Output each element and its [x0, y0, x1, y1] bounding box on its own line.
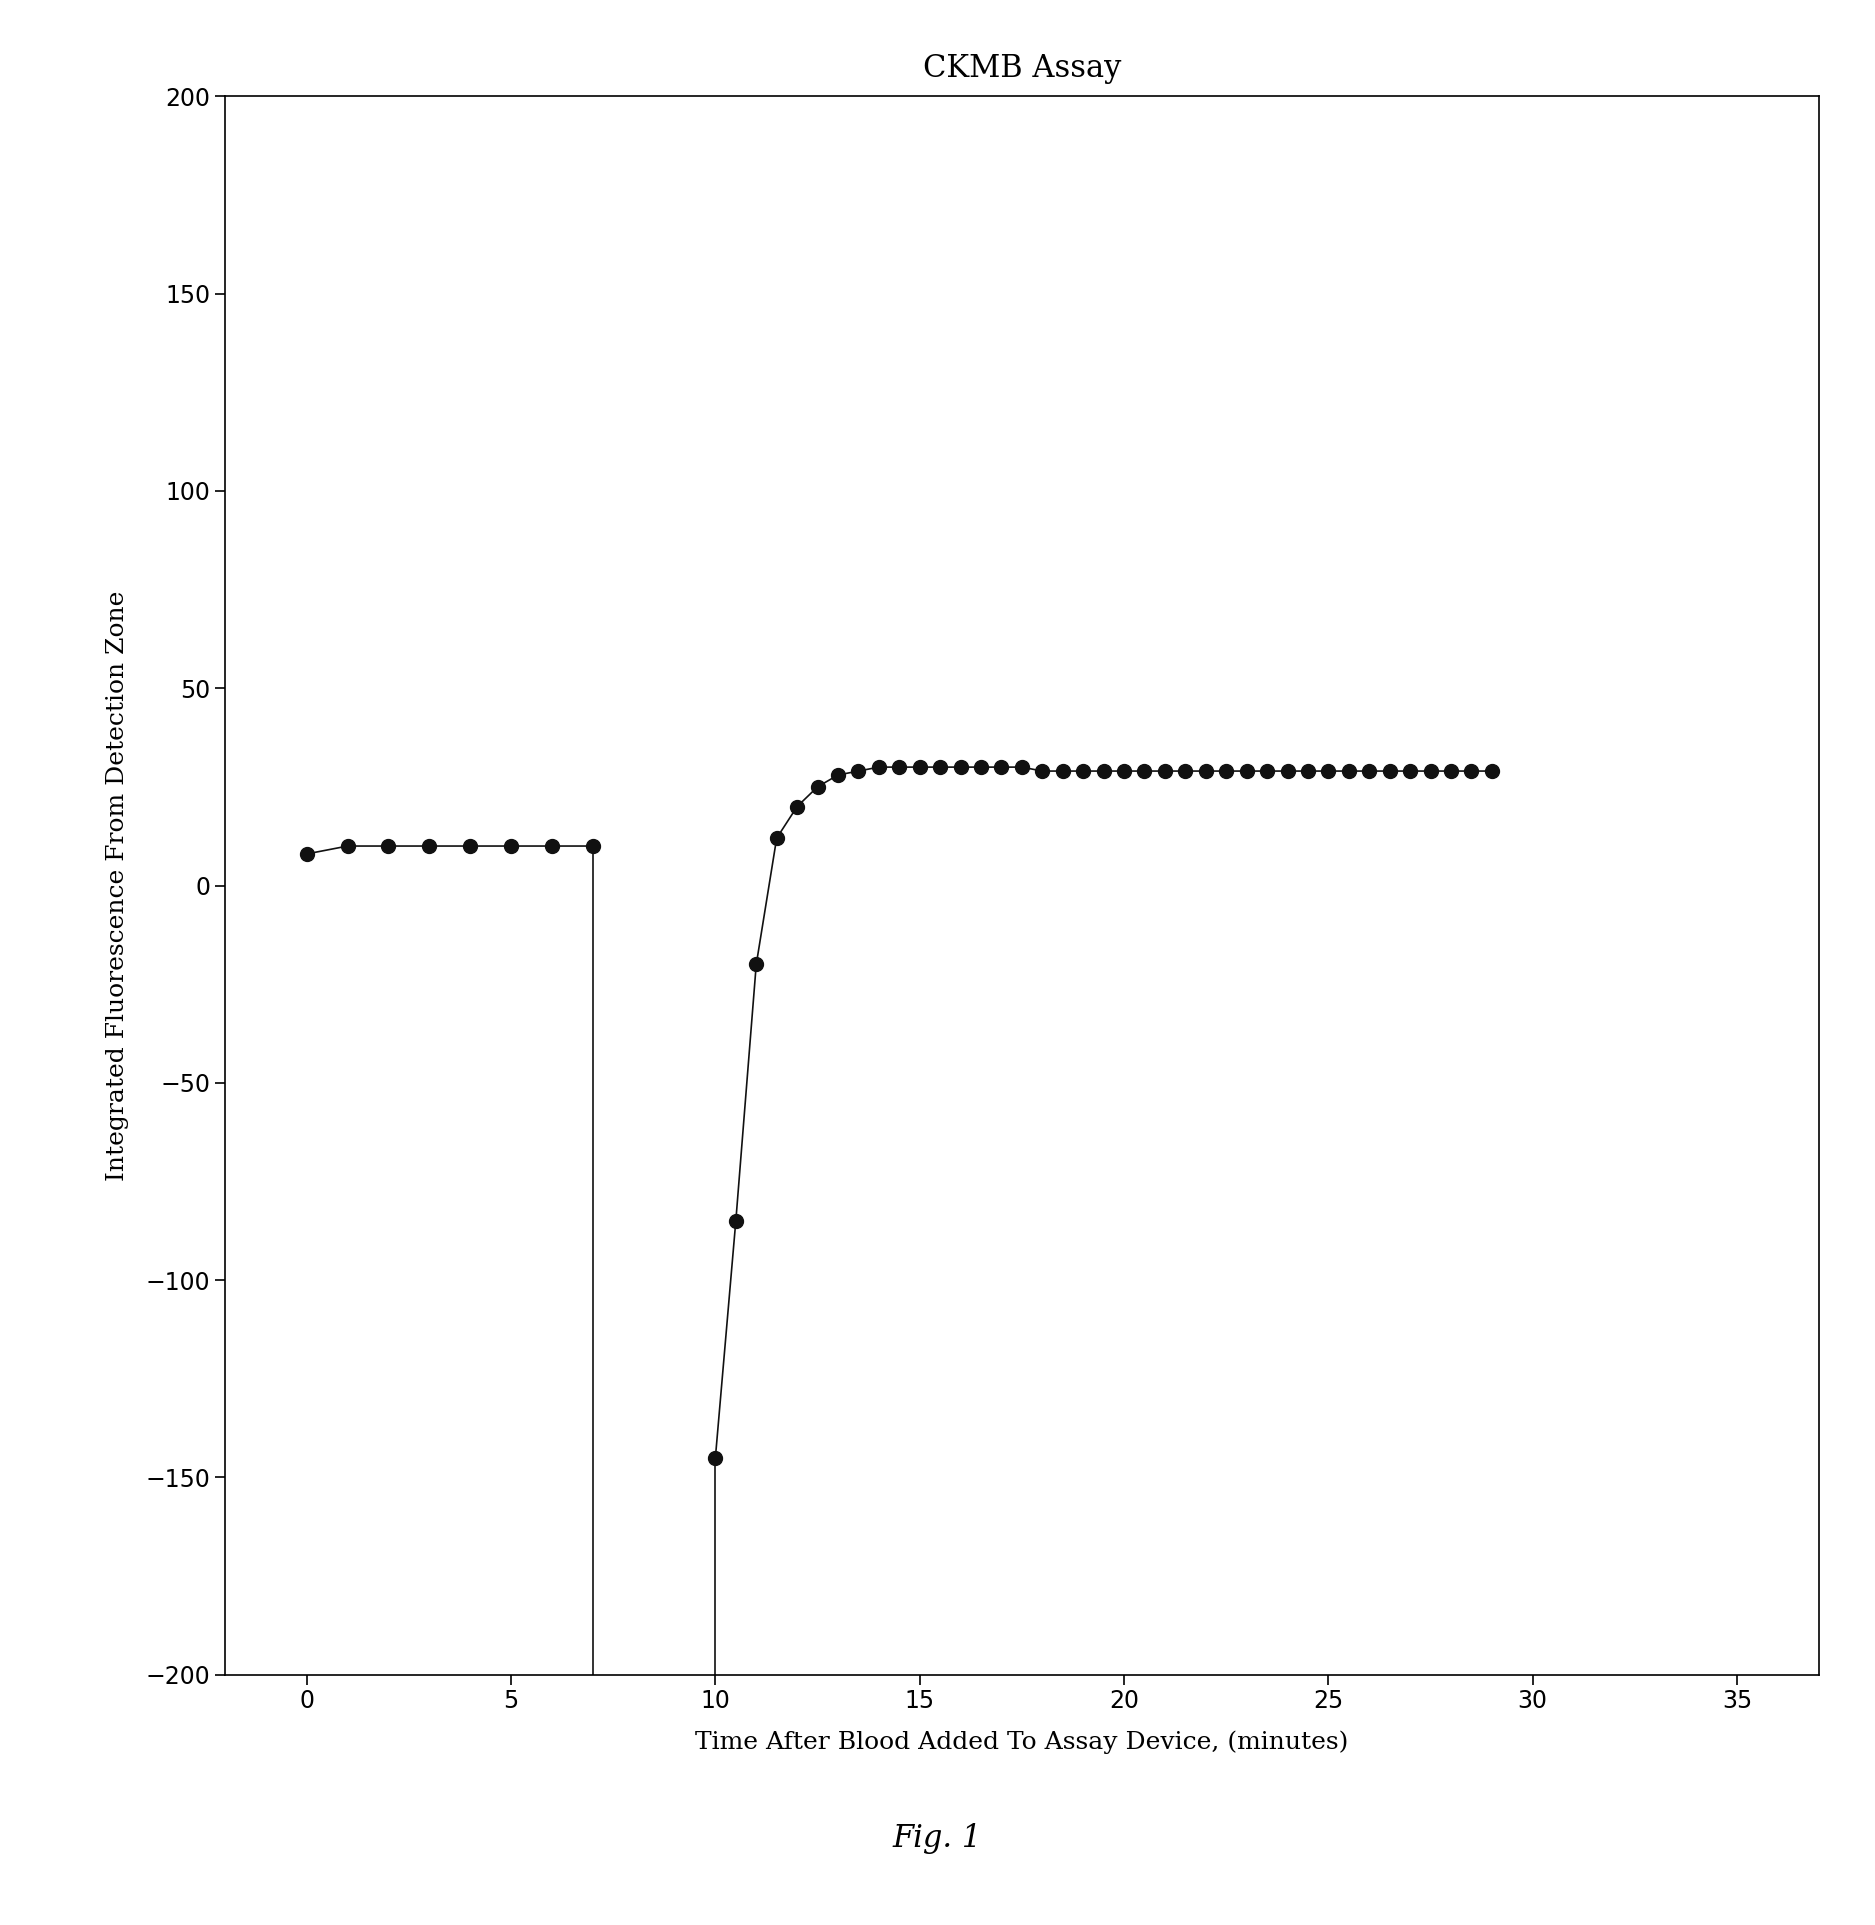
- Y-axis label: Integrated Fluorescence From Detection Zone: Integrated Fluorescence From Detection Z…: [105, 591, 129, 1180]
- Text: Fig. 1: Fig. 1: [892, 1823, 983, 1854]
- X-axis label: Time After Blood Added To Assay Device, (minutes): Time After Blood Added To Assay Device, …: [696, 1731, 1348, 1754]
- Title: CKMB Assay: CKMB Assay: [922, 52, 1121, 85]
